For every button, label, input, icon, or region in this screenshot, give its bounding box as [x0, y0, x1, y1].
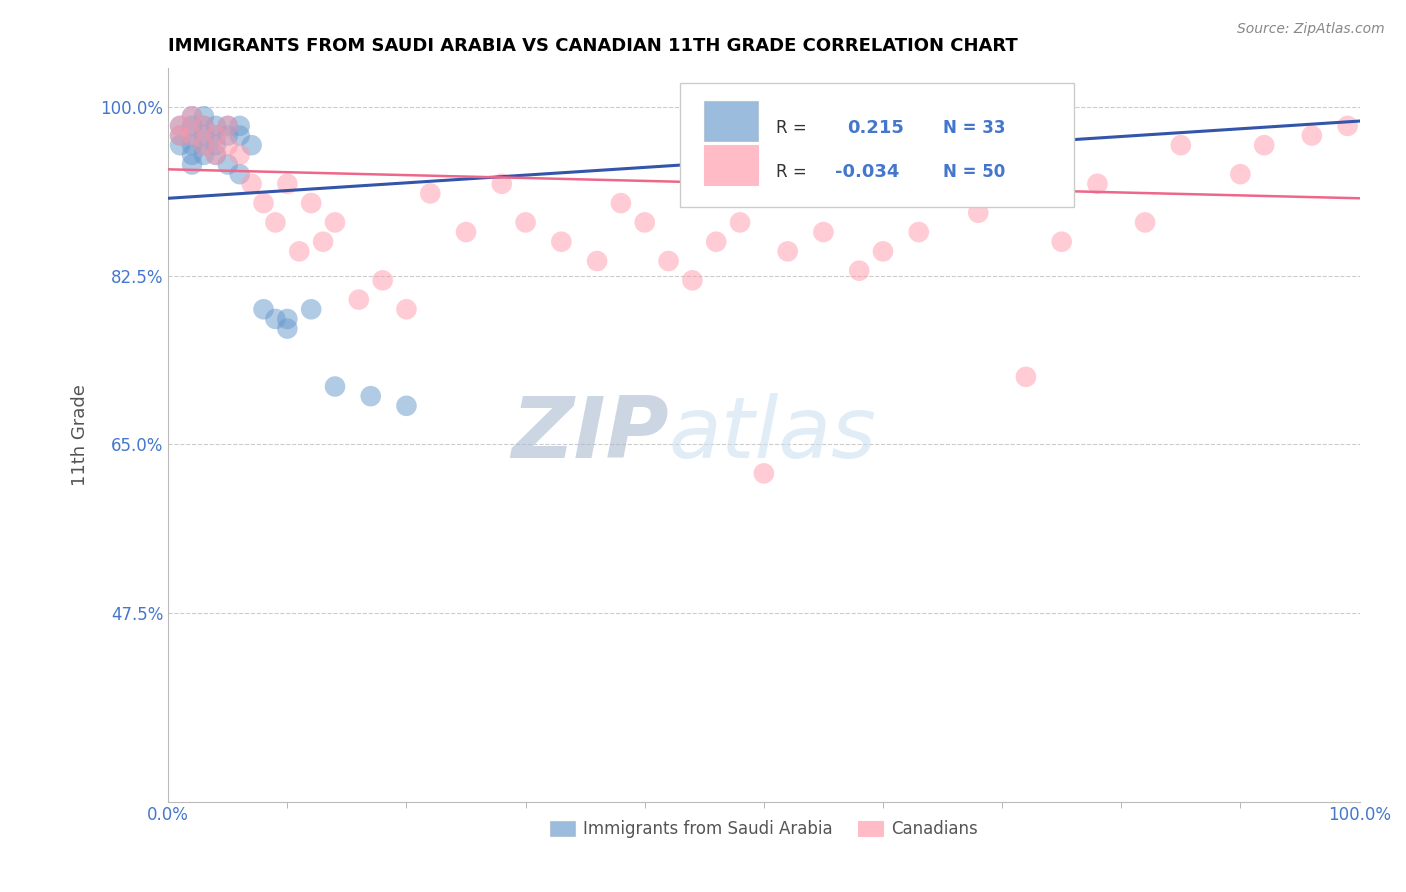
Point: [193, 128, 215, 143]
Point: [193, 109, 215, 123]
Point: [395, 399, 418, 413]
Point: [299, 302, 322, 317]
Point: [264, 312, 287, 326]
Point: [181, 109, 204, 123]
Point: [181, 119, 204, 133]
Point: [217, 119, 239, 133]
Point: [371, 273, 394, 287]
Point: [312, 235, 335, 249]
Point: [634, 215, 657, 229]
Text: atlas: atlas: [669, 393, 876, 476]
Point: [728, 215, 751, 229]
Point: [872, 244, 894, 259]
Point: [610, 196, 633, 211]
Point: [395, 302, 418, 317]
Point: [181, 128, 204, 143]
Point: [205, 148, 228, 162]
Point: [193, 119, 215, 133]
Point: [181, 157, 204, 171]
Point: [193, 119, 215, 133]
Point: [658, 254, 681, 268]
Y-axis label: 11th Grade: 11th Grade: [72, 384, 89, 486]
Point: [454, 225, 477, 239]
Point: [205, 138, 228, 153]
Point: [813, 225, 835, 239]
Point: [205, 128, 228, 143]
Point: [1015, 369, 1038, 384]
Text: R =: R =: [776, 120, 807, 137]
Point: [288, 244, 311, 259]
Point: [299, 196, 322, 211]
Text: N = 50: N = 50: [942, 163, 1005, 181]
Point: [323, 379, 346, 393]
Point: [252, 196, 274, 211]
Point: [515, 215, 537, 229]
Point: [323, 215, 346, 229]
Point: [169, 138, 191, 153]
Point: [276, 177, 298, 191]
Point: [240, 177, 263, 191]
Point: [1229, 167, 1251, 181]
Point: [776, 244, 799, 259]
Point: [586, 254, 609, 268]
Point: [169, 119, 191, 133]
Point: [276, 312, 298, 326]
Text: IMMIGRANTS FROM SAUDI ARABIA VS CANADIAN 11TH GRADE CORRELATION CHART: IMMIGRANTS FROM SAUDI ARABIA VS CANADIAN…: [169, 37, 1018, 55]
Point: [228, 148, 250, 162]
Point: [205, 148, 228, 162]
Text: ZIP: ZIP: [510, 393, 669, 476]
FancyBboxPatch shape: [704, 101, 758, 141]
Point: [240, 138, 263, 153]
Point: [169, 119, 191, 133]
Point: [217, 128, 239, 143]
Text: -0.034: -0.034: [835, 163, 900, 181]
Point: [217, 138, 239, 153]
Point: [1301, 128, 1323, 143]
Text: 0.215: 0.215: [848, 120, 904, 137]
Text: R =: R =: [776, 163, 807, 181]
Point: [1170, 138, 1192, 153]
Point: [181, 148, 204, 162]
FancyBboxPatch shape: [681, 83, 1074, 207]
Point: [491, 177, 513, 191]
Legend: Immigrants from Saudi Arabia, Canadians: Immigrants from Saudi Arabia, Canadians: [543, 814, 984, 845]
Point: [228, 167, 250, 181]
Point: [181, 109, 204, 123]
Point: [193, 138, 215, 153]
Text: Source: ZipAtlas.com: Source: ZipAtlas.com: [1237, 22, 1385, 37]
Point: [967, 206, 990, 220]
Point: [193, 138, 215, 153]
Point: [228, 128, 250, 143]
Point: [276, 321, 298, 335]
Point: [347, 293, 370, 307]
Point: [228, 119, 250, 133]
Point: [360, 389, 382, 403]
Point: [205, 128, 228, 143]
Point: [907, 225, 929, 239]
Point: [169, 128, 191, 143]
Point: [1253, 138, 1275, 153]
Point: [752, 467, 775, 481]
Point: [1336, 119, 1358, 133]
Point: [193, 148, 215, 162]
Text: N = 33: N = 33: [942, 120, 1005, 137]
Point: [205, 119, 228, 133]
Point: [181, 138, 204, 153]
Point: [419, 186, 441, 201]
Point: [252, 302, 274, 317]
Point: [169, 128, 191, 143]
Point: [1050, 235, 1073, 249]
Point: [1087, 177, 1109, 191]
Point: [217, 157, 239, 171]
Point: [681, 273, 703, 287]
Point: [181, 128, 204, 143]
Point: [704, 235, 727, 249]
FancyBboxPatch shape: [704, 145, 758, 186]
Point: [848, 263, 870, 277]
Point: [550, 235, 572, 249]
Point: [1133, 215, 1156, 229]
Point: [264, 215, 287, 229]
Point: [217, 119, 239, 133]
